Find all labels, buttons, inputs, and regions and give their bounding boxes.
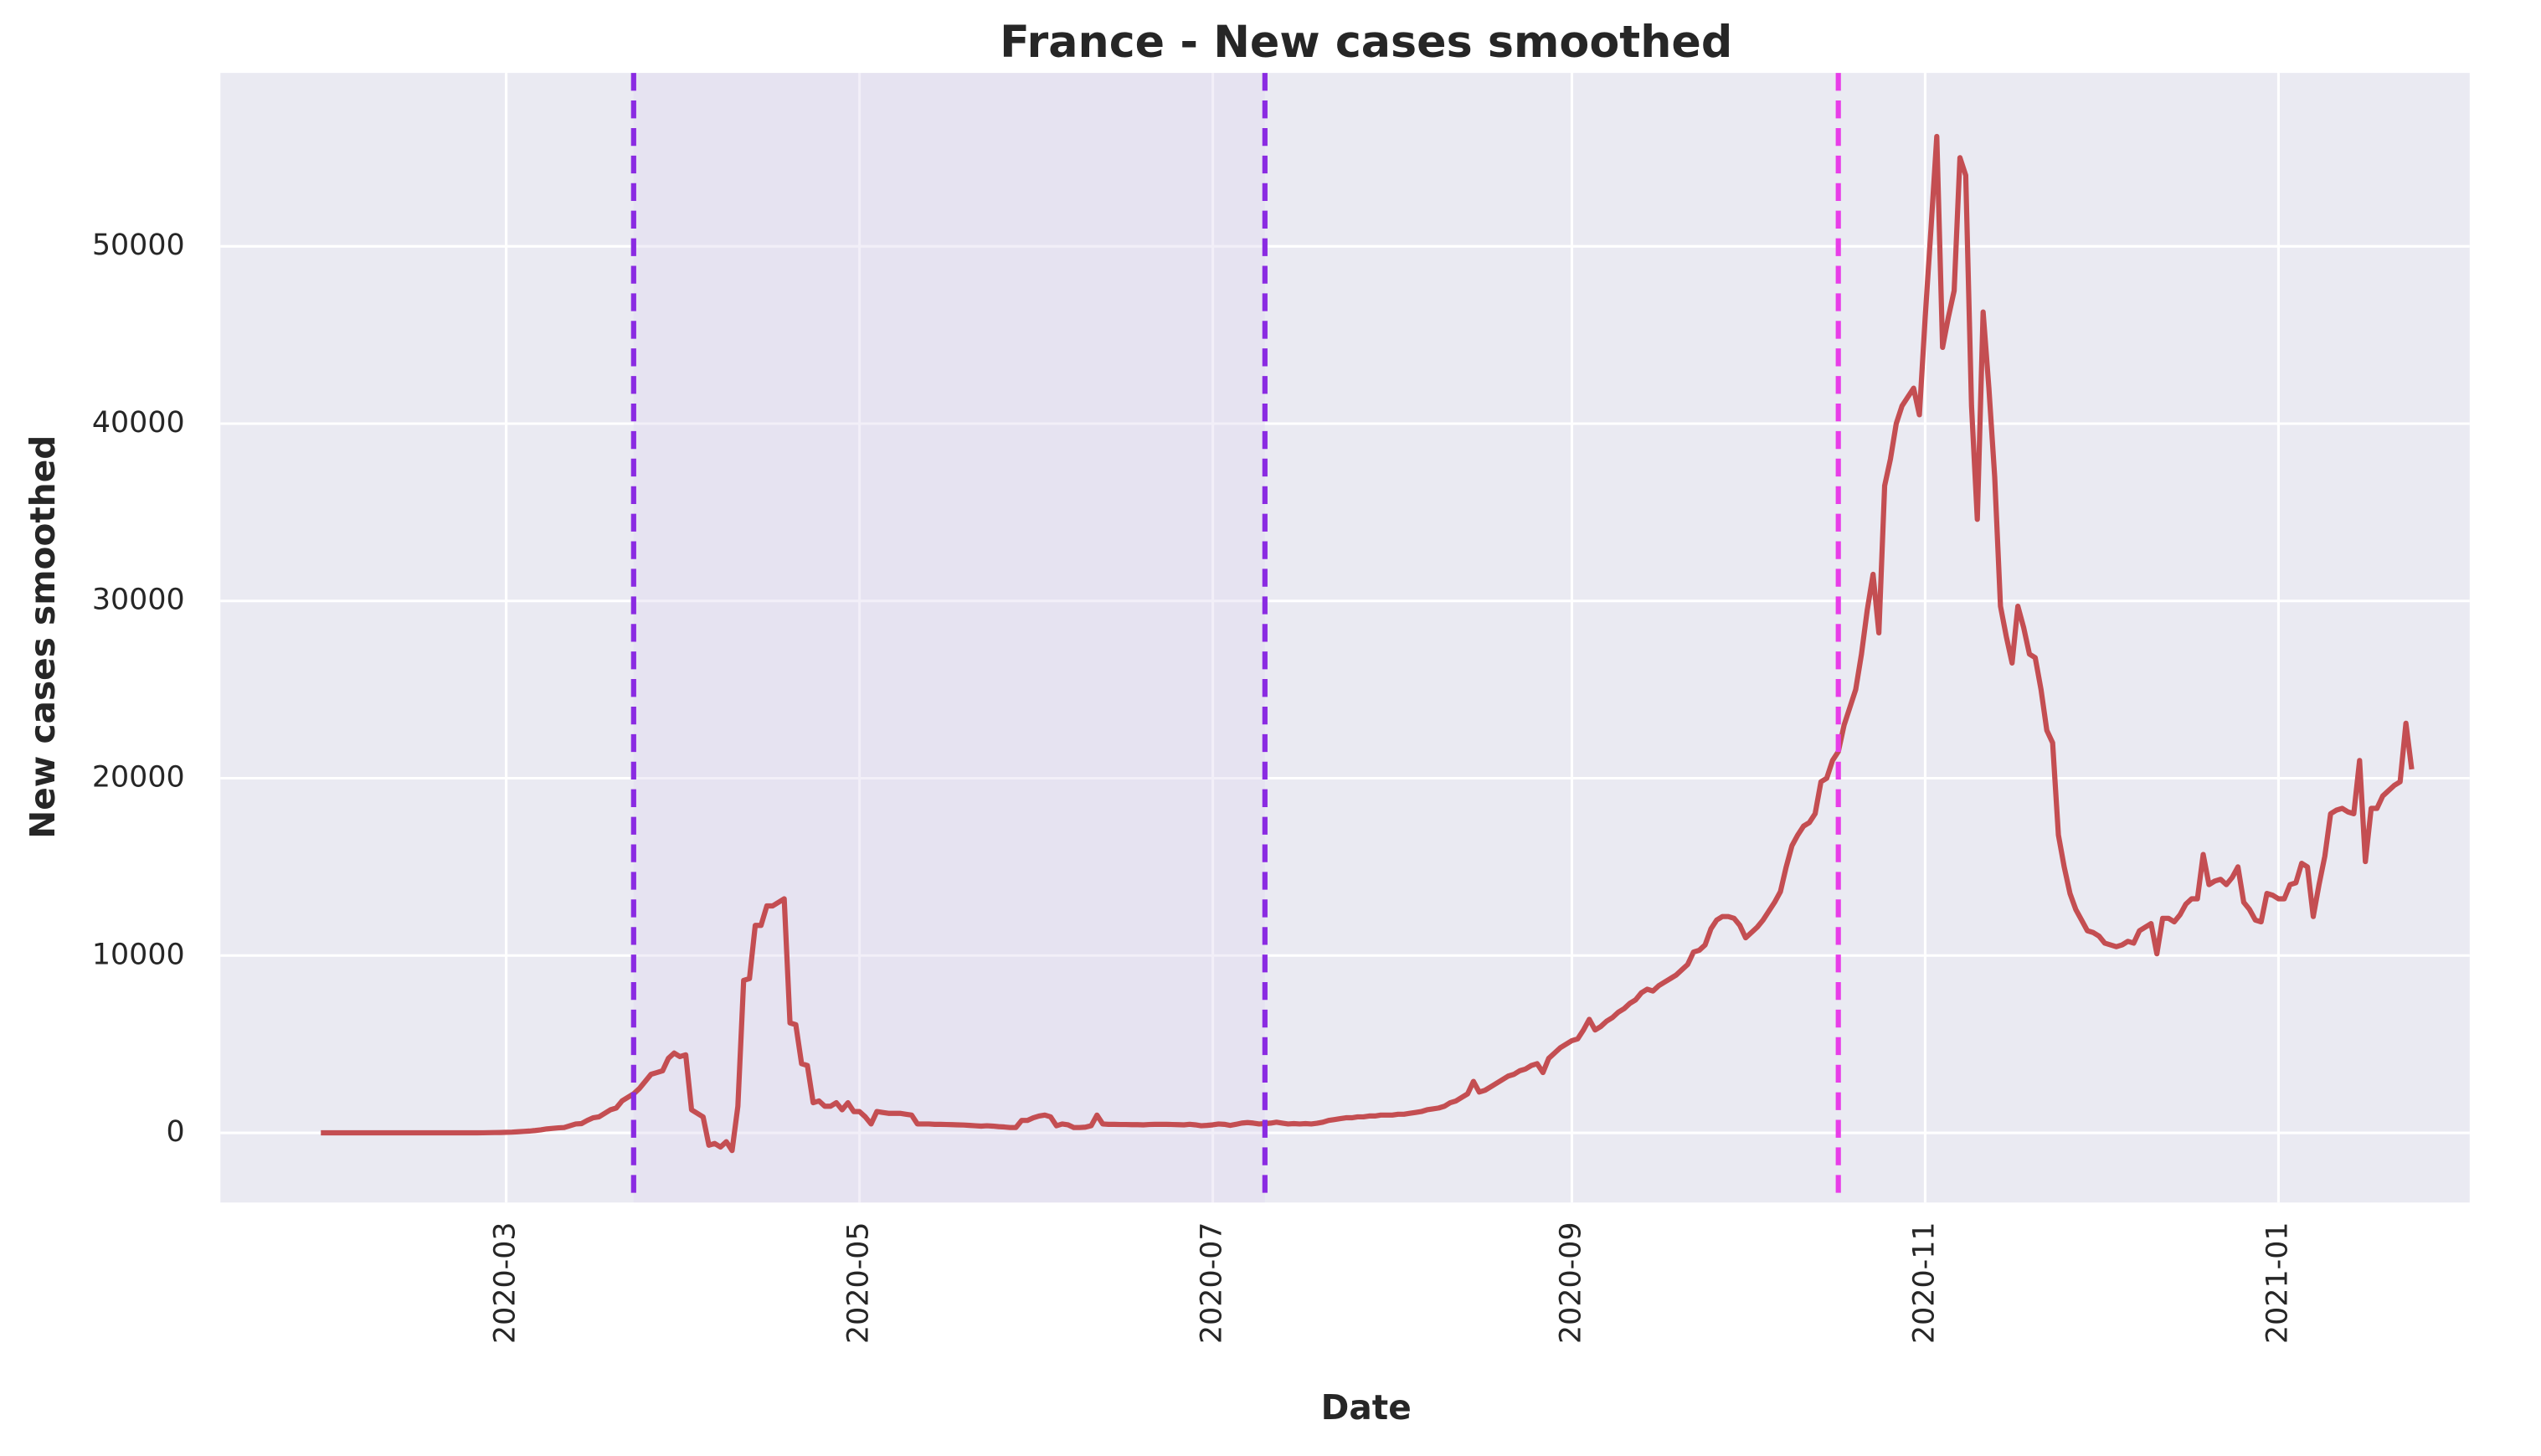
y-tick-label: 0	[166, 1115, 184, 1149]
plot-area	[220, 73, 2470, 1203]
y-tick-label: 40000	[92, 406, 185, 440]
y-tick-label: 50000	[92, 229, 185, 262]
x-axis-label: Date	[1321, 1387, 1412, 1428]
x-tick-label: 2020-03	[489, 1222, 522, 1344]
data-layer	[321, 73, 2415, 1203]
shaded-period	[633, 73, 1265, 1203]
y-tick-label: 20000	[92, 761, 185, 795]
text-layer: France - New cases smoothed Date New cas…	[23, 17, 2294, 1428]
chart-title: France - New cases smoothed	[1000, 17, 1732, 68]
x-tick-label: 2020-05	[842, 1222, 876, 1344]
x-tick-label: 2020-09	[1554, 1222, 1587, 1344]
grid-layer	[220, 73, 2470, 1203]
y-tick-label: 10000	[92, 938, 185, 971]
x-tick-label: 2021-01	[2261, 1222, 2294, 1344]
x-tick-label: 2020-11	[1907, 1222, 1941, 1344]
line	[321, 133, 2415, 1154]
y-axis-label: New cases smoothed	[23, 435, 63, 839]
x-tick-label: 2020-07	[1196, 1222, 1229, 1344]
y-tick-label: 30000	[92, 584, 185, 617]
